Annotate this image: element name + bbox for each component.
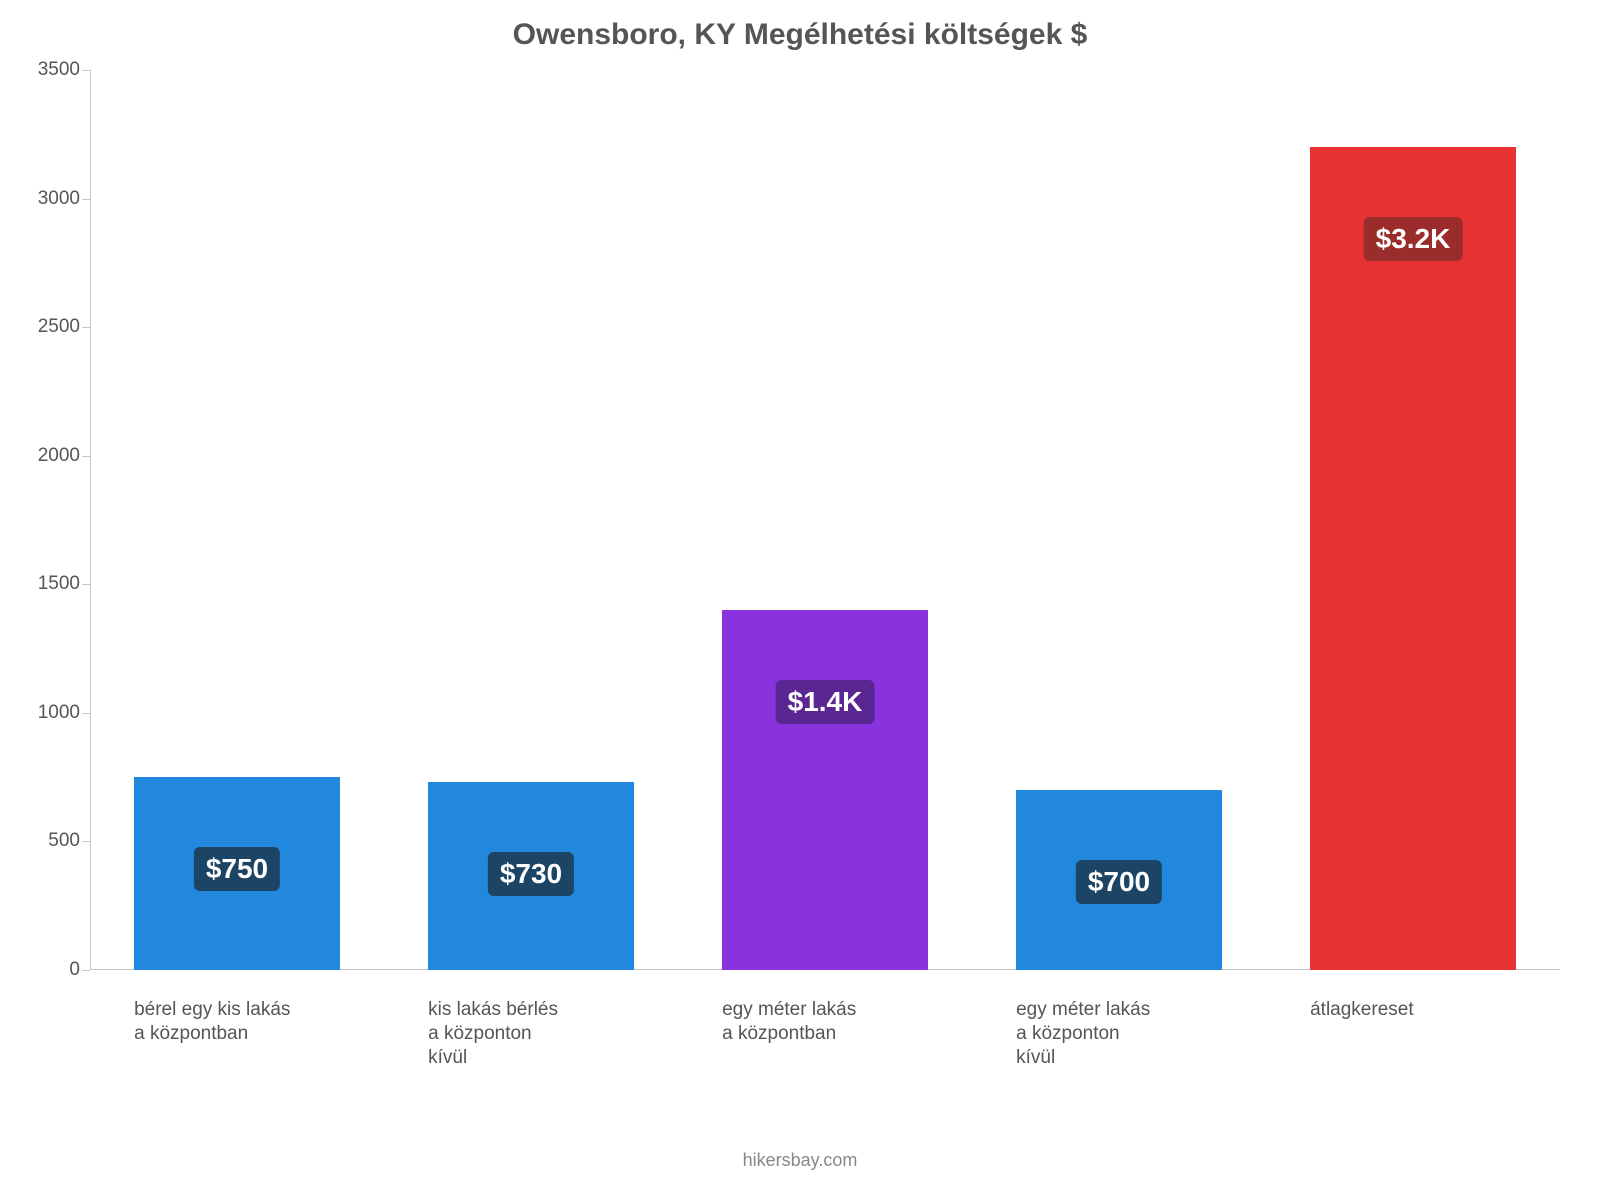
y-tick-mark [82, 456, 90, 457]
bar: $3.2K [1310, 147, 1516, 970]
y-tick-mark [82, 199, 90, 200]
y-tick-mark [82, 584, 90, 585]
x-category-label: egy méter lakás a központon kívül [1016, 970, 1222, 1069]
y-tick-mark [82, 713, 90, 714]
chart-title: Owensboro, KY Megélhetési költségek $ [0, 18, 1600, 52]
bar: $700 [1016, 790, 1222, 970]
chart-footer-source: hikersbay.com [0, 1150, 1600, 1171]
bar: $750 [134, 777, 340, 970]
y-axis-line [90, 70, 91, 970]
y-tick-mark [82, 70, 90, 71]
bar-value-label: $750 [194, 847, 280, 891]
bar-value-label: $1.4K [776, 680, 875, 724]
cost-of-living-chart: Owensboro, KY Megélhetési költségek $ 05… [0, 0, 1600, 1200]
bar-value-label: $730 [488, 852, 574, 896]
y-tick-mark [82, 970, 90, 971]
bar-value-label: $700 [1076, 860, 1162, 904]
plot-area: 0500100015002000250030003500$750bérel eg… [90, 70, 1560, 970]
y-tick-mark [82, 841, 90, 842]
x-category-label: egy méter lakás a központban [722, 970, 928, 1046]
x-category-label: kis lakás bérlés a központon kívül [428, 970, 634, 1069]
bar: $1.4K [722, 610, 928, 970]
x-category-label: átlagkereset [1310, 970, 1516, 1022]
y-tick-mark [82, 327, 90, 328]
bar: $730 [428, 782, 634, 970]
x-category-label: bérel egy kis lakás a központban [134, 970, 340, 1046]
bar-value-label: $3.2K [1364, 217, 1463, 261]
